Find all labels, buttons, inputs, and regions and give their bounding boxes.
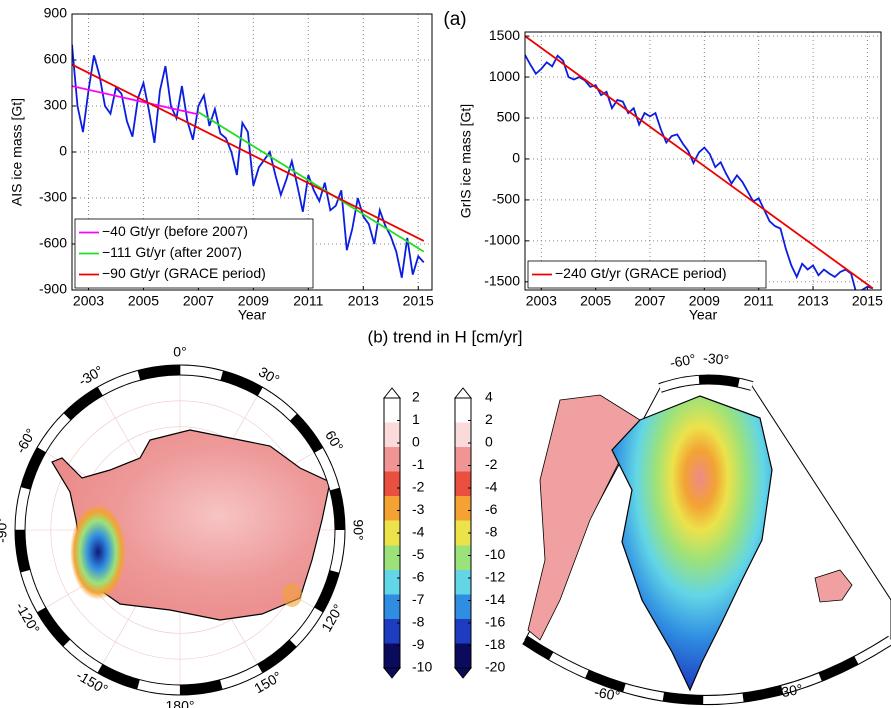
y-tick-label: 0: [512, 150, 520, 166]
colorbar-tick-label: -2: [485, 456, 498, 472]
x-tick-label: 2013: [348, 293, 379, 309]
y-tick-label: 500: [497, 109, 521, 125]
x-tick-label: 2003: [526, 293, 557, 309]
colorbar-tick-label: 2: [485, 411, 493, 427]
mass-loss-hotspot: [70, 504, 126, 600]
colorbar-tick-label: 1: [412, 411, 420, 427]
y-tick-label: 600: [44, 51, 68, 67]
x-tick-label: 2007: [183, 293, 214, 309]
colorbar-tick-label: -18: [485, 636, 505, 652]
axes-frame: [71, 13, 433, 291]
colorbar-tick-label: -4: [485, 479, 498, 495]
colorbar-tick-label: -5: [412, 546, 425, 562]
x-tick-label: 2015: [403, 293, 434, 309]
mass-loss-hotspot: [282, 583, 302, 607]
legend-box: [74, 218, 314, 289]
colorbar-extend-bottom: [382, 667, 402, 679]
legend-label: −240 Gt/yr (GRACE period): [555, 265, 727, 281]
x-tick-label: 2003: [73, 293, 104, 309]
data-line: [525, 35, 874, 290]
x-tick-label: 2013: [797, 293, 828, 309]
y-tick-label: 1500: [489, 27, 520, 43]
legend-label: −90 Gt/yr (GRACE period): [102, 265, 266, 281]
frame-ring: [522, 636, 891, 704]
longitude-label: -90°: [0, 517, 10, 543]
land: [527, 394, 641, 641]
frame-ring: [658, 375, 754, 392]
colorbar-tick-label: -6: [485, 501, 498, 517]
colorbar-tick-label: -8: [485, 524, 498, 540]
x-tick-label: 2015: [852, 293, 883, 309]
x-axis-label: Year: [238, 307, 267, 323]
colorbar-tick-label: 0: [412, 434, 420, 450]
longitude-label: 0°: [173, 344, 186, 360]
x-axis-label: Year: [689, 307, 718, 323]
x-tick-label: 2009: [689, 293, 720, 309]
y-axis-label: GrIS ice mass [Gt]: [458, 104, 474, 218]
colorbar-tick-label: -4: [412, 524, 425, 540]
y-tick-label: 900: [44, 5, 68, 21]
plot-area: [525, 32, 881, 290]
colorbar-tick-label: -16: [485, 614, 505, 630]
y-tick-label: -500: [492, 191, 520, 207]
data-line: [197, 111, 425, 253]
y-tick-label: -300: [39, 189, 67, 205]
longitude-label: 30°: [256, 363, 282, 387]
longitude-label: -60°: [593, 684, 621, 704]
colorbar-tick-label: -2: [412, 479, 425, 495]
x-tick-label: 2007: [634, 293, 665, 309]
longitude-label: 90°: [350, 519, 366, 540]
greenland: [611, 395, 773, 692]
colorbar-tick-label: 4: [485, 389, 493, 405]
legend-label: −40 Gt/yr (before 2007): [102, 223, 248, 239]
longitude-label: -30°: [703, 350, 730, 368]
series-group: [72, 44, 425, 278]
x-tick-label: 2009: [238, 293, 269, 309]
colorbar-extend-top: [382, 387, 402, 399]
colorbar-extend-top: [453, 387, 473, 399]
y-tick-label: -1500: [484, 273, 520, 289]
colorbar-tick-label: -1: [412, 456, 425, 472]
y-tick-label: -900: [39, 281, 67, 297]
colorbar-tick-label: -10: [485, 546, 505, 562]
axes-frame: [524, 31, 882, 291]
land: [814, 569, 853, 603]
data-line: [72, 63, 425, 242]
data-line: [72, 85, 199, 116]
y-axis-label: AIS ice mass [Gt]: [9, 98, 25, 206]
series-group: [525, 35, 874, 290]
colorbar-tick-label: -6: [412, 569, 425, 585]
colorbar-tick-label: -7: [412, 591, 425, 607]
longitude-label: 60°: [322, 428, 346, 454]
colorbar-tick-label: -10: [412, 659, 432, 675]
data-line: [72, 44, 425, 278]
panel-label: (a): [443, 9, 466, 30]
colorbar-tick-label: 0: [485, 434, 493, 450]
longitude-label: -60°: [669, 351, 697, 371]
longitude-label: 180°: [166, 698, 195, 708]
panel-title: (b) trend in H [cm/yr]: [368, 327, 523, 346]
colorbar-tick-label: -12: [485, 569, 505, 585]
colorbar-tick-label: 2: [412, 389, 420, 405]
legend-box: [527, 260, 767, 289]
colorbar-tick-label: -3: [412, 501, 425, 517]
x-tick-label: 2005: [128, 293, 159, 309]
x-tick-label: 2005: [580, 293, 611, 309]
colorbar-tick-label: -14: [485, 591, 505, 607]
colorbar-tick-label: -8: [412, 614, 425, 630]
y-tick-label: -1000: [484, 232, 520, 248]
legend-label: −111 Gt/yr (after 2007): [102, 244, 242, 260]
x-tick-label: 2011: [744, 293, 774, 309]
y-tick-label: 1000: [489, 68, 520, 84]
y-tick-label: 300: [44, 97, 68, 113]
y-tick-label: -600: [39, 235, 67, 251]
colorbar-tick-label: -9: [412, 636, 425, 652]
x-tick-label: 2011: [293, 293, 323, 309]
y-tick-label: 0: [59, 143, 67, 159]
colorbar-extend-bottom: [453, 667, 473, 679]
longitude-label: -30°: [776, 681, 804, 701]
frame-ring: [15, 365, 345, 695]
colorbar-tick-label: -20: [485, 659, 505, 675]
